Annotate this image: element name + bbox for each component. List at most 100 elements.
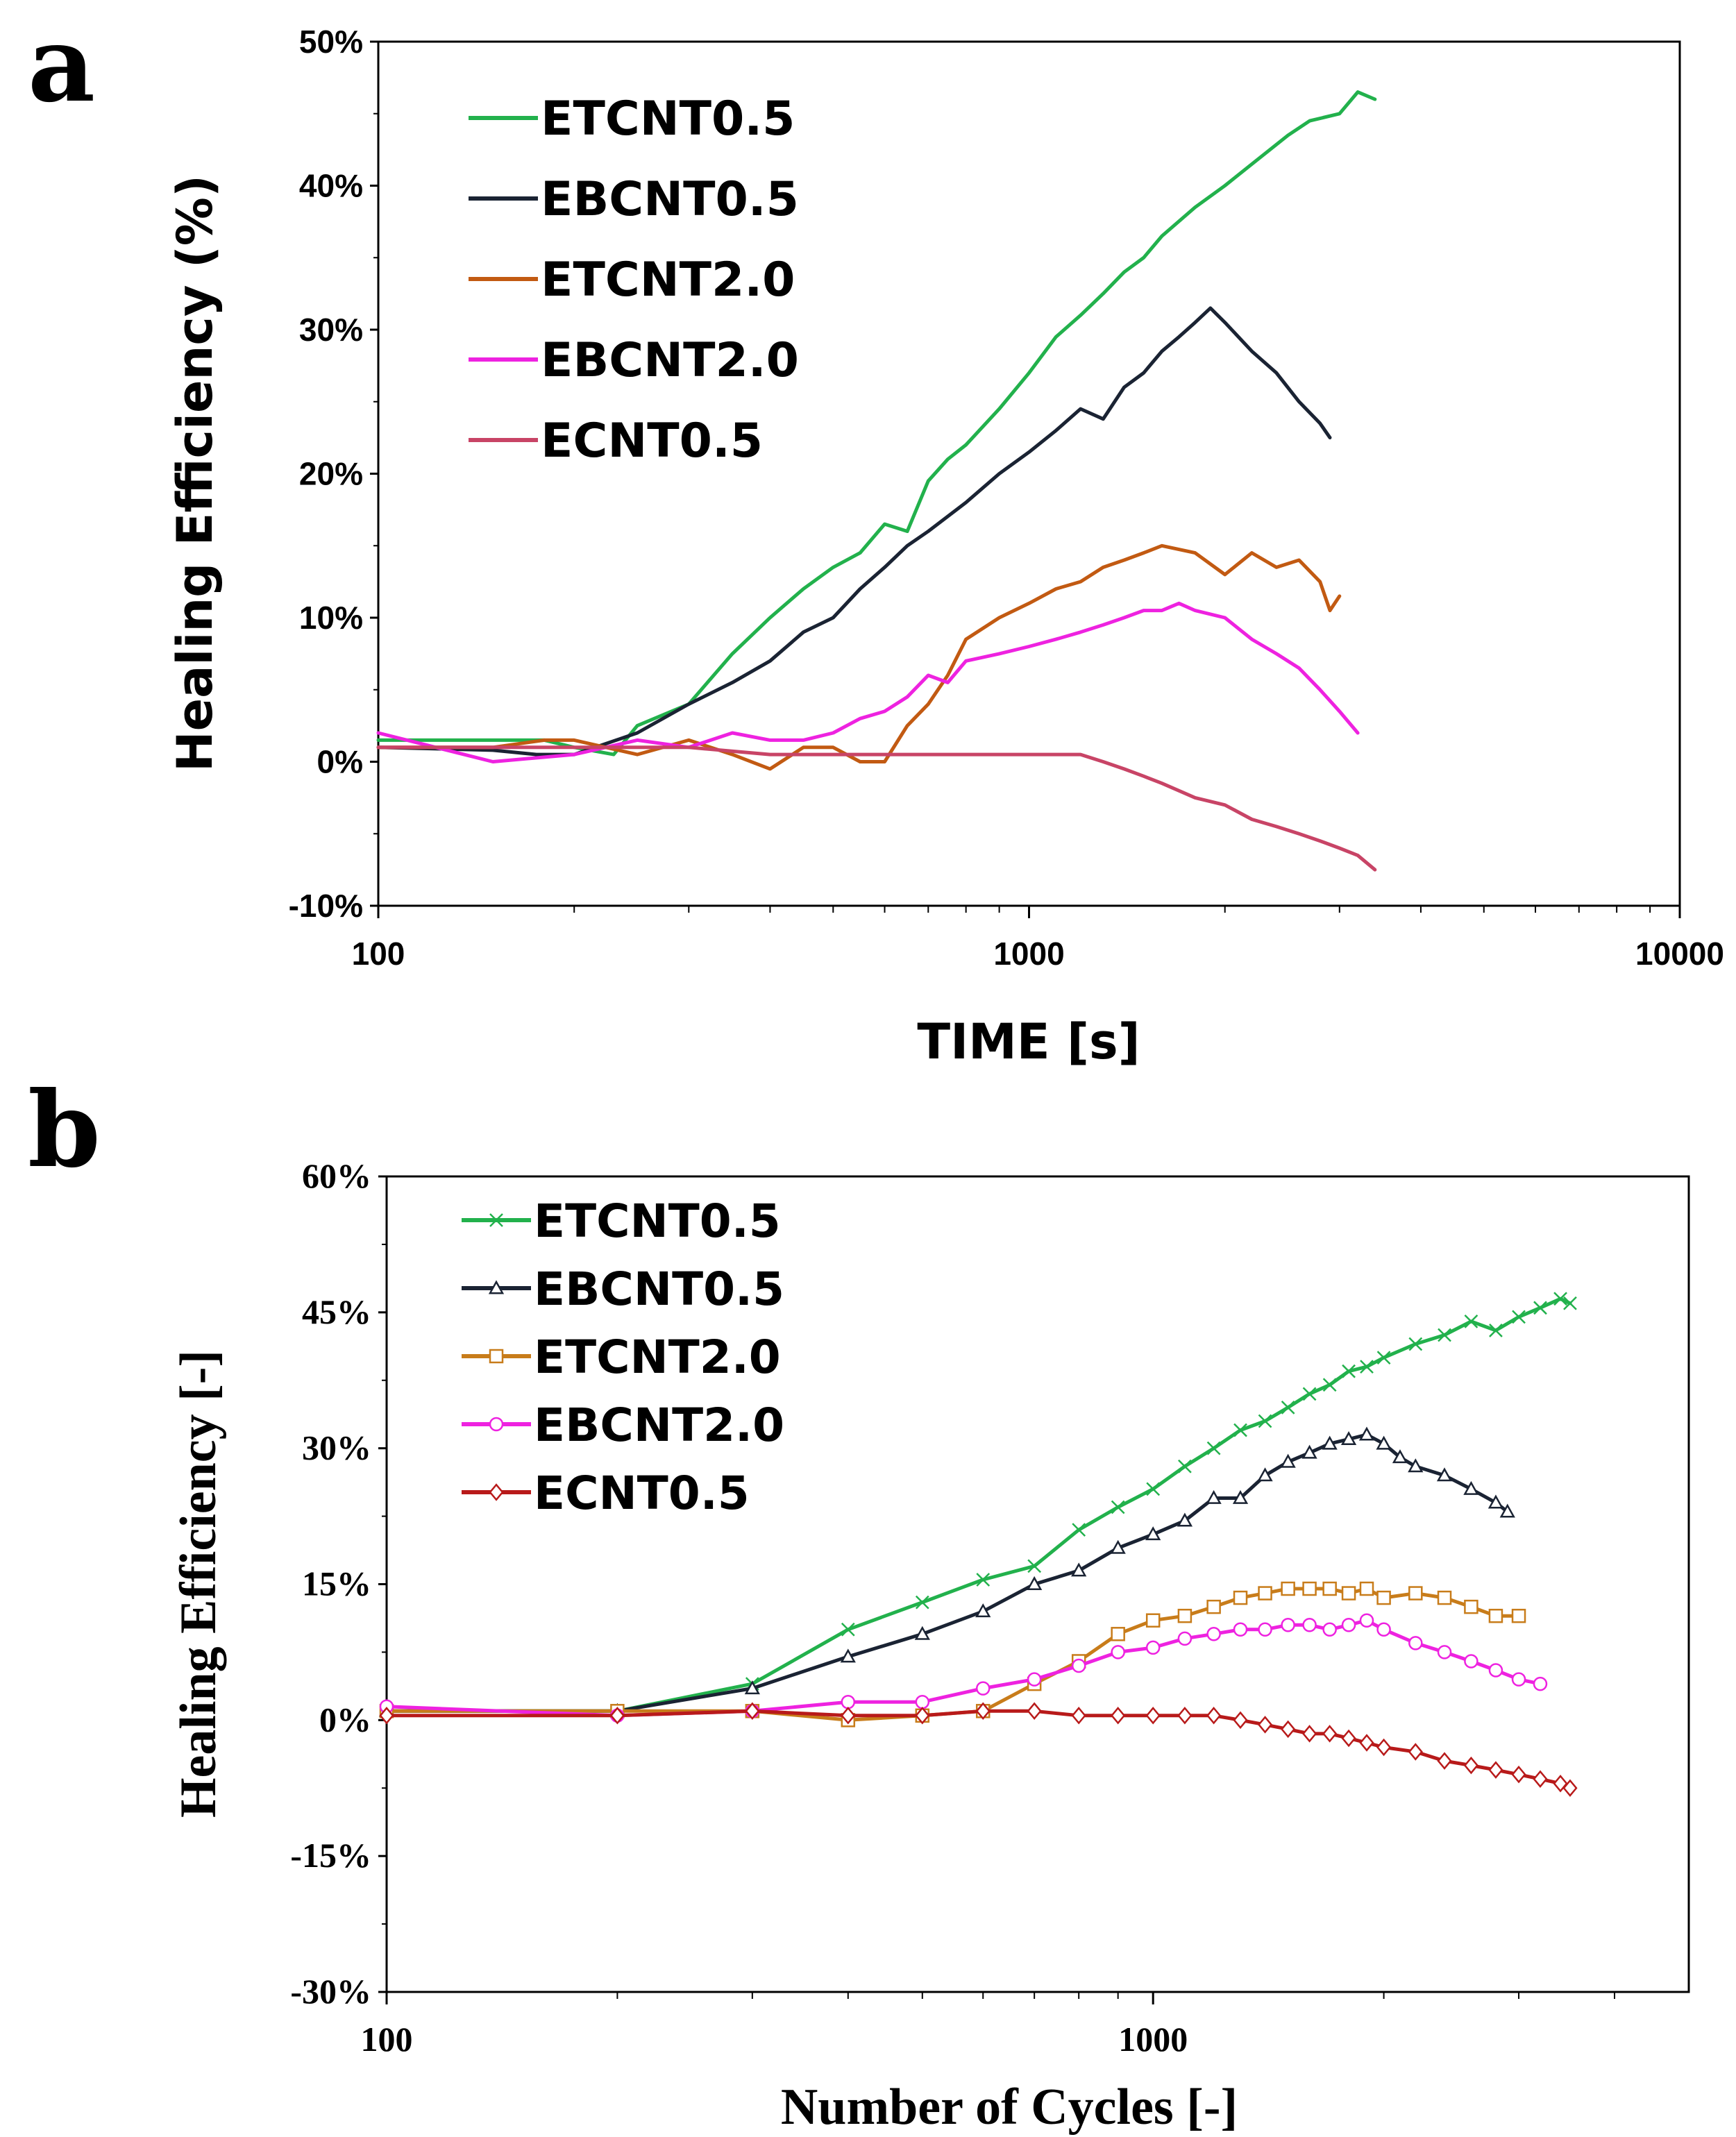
series-line-EBCNT0.5 [376, 306, 1332, 757]
data-point-ETCNT2.0 [1281, 1581, 1295, 1596]
data-point-ECNT0.5 [609, 1707, 625, 1725]
data-point-ETCNT0.5 [1563, 1296, 1577, 1310]
data-point-ETCNT2.0 [1437, 1590, 1452, 1605]
x-axis-title: Number of Cycles [-] [781, 2079, 1238, 2136]
data-point-ETCNT0.5 [1512, 1310, 1526, 1324]
panel-label-a: a [28, 3, 95, 126]
data-point-ECNT0.5 [1257, 1716, 1273, 1734]
y-tick-label: 10% [299, 600, 363, 636]
data-point-ECNT0.5 [1511, 1765, 1526, 1784]
data-point-ECNT0.5 [1553, 1774, 1568, 1793]
data-point-ETCNT0.5 [1376, 1351, 1391, 1365]
data-point-EBCNT2.0 [1258, 1622, 1272, 1637]
chart-b: -30% -15% 0% 15% 30% 45% 60% 100 1000 Number of C… [170, 1156, 1690, 2136]
data-point-ETCNT2.0 [1322, 1581, 1337, 1596]
data-point-ETCNT2.0 [1488, 1608, 1503, 1623]
data-point-EBCNT0.5 [1232, 1489, 1249, 1504]
y-tick-label: 0% [319, 1700, 371, 1739]
data-point-ETCNT0.5 [915, 1595, 929, 1610]
data-point-EBCNT0.5 [1110, 1539, 1126, 1554]
data-point-ETCNT0.5 [1302, 1387, 1317, 1401]
data-point-ECNT0.5 [1301, 1725, 1317, 1743]
data-point-EBCNT0.5 [1392, 1449, 1408, 1464]
data-point-EBCNT2.0 [1322, 1622, 1337, 1637]
data-point-ETCNT2.0 [1145, 1613, 1161, 1628]
series-line-ECNT0.5 [385, 1709, 1572, 1790]
y-tick-label: 30% [299, 312, 363, 348]
chart-a: -10% 0% 10% 20% 30% 40% 50% 100 1000 10000 TIME [s… [167, 24, 1724, 1070]
data-point-EBCNT0.5 [1463, 1480, 1479, 1495]
data-point-EBCNT2.0 [915, 1694, 930, 1709]
data-point-ECNT0.5 [1322, 1725, 1338, 1743]
series-line-EBCNT2.0 [385, 1619, 1542, 1718]
data-point-EBCNT0.5 [1257, 1467, 1273, 1482]
data-point-EBCNT2.0 [1281, 1618, 1295, 1632]
y-axis-title: Healing Efficiency (%) [167, 175, 224, 772]
data-point-ECNT0.5 [745, 1702, 760, 1721]
data-point-ETCNT0.5 [1146, 1482, 1161, 1496]
data-point-ETCNT0.5 [1233, 1423, 1247, 1437]
data-point-ETCNT0.5 [1178, 1459, 1192, 1473]
data-point-EBCNT2.0 [1145, 1640, 1161, 1655]
legend-label-ECNT0.5: ECNT0.5 [541, 414, 763, 468]
data-point-ECNT0.5 [1533, 1770, 1548, 1788]
series-line-ETCNT2.0 [385, 1587, 1521, 1722]
series-line-ETCNT0.5 [385, 1296, 1572, 1713]
data-point-EBCNT2.0 [1071, 1658, 1086, 1673]
x-tick-label: 100 [361, 2020, 413, 2059]
data-point-EBCNT0.5 [1145, 1526, 1161, 1541]
series-line-ECNT0.5 [376, 745, 1377, 872]
data-point-ETCNT2.0 [1258, 1586, 1272, 1600]
data-point-ETCNT0.5 [1322, 1378, 1337, 1392]
data-point-ECNT0.5 [915, 1707, 930, 1725]
y-tick-label: 40% [299, 168, 363, 204]
data-point-ETCNT0.5 [1489, 1324, 1503, 1337]
data-point-ETCNT2.0 [1408, 1586, 1423, 1600]
y-tick-label: 50% [299, 24, 363, 60]
legend-label-EBCNT2.0: EBCNT2.0 [541, 333, 799, 388]
legend-label-EBCNT0.5: EBCNT0.5 [534, 1262, 784, 1316]
data-point-EBCNT0.5 [1436, 1467, 1453, 1482]
data-point-ECNT0.5 [1206, 1707, 1222, 1725]
series-line-EBCNT2.0 [376, 601, 1360, 763]
y-tick-label: -30% [290, 1972, 371, 2011]
series-line-ETCNT2.0 [376, 543, 1342, 771]
plot-frame [377, 40, 1681, 907]
panel-label-b: b [28, 1069, 101, 1191]
legend-label-ETCNT2.0: ETCNT2.0 [541, 253, 795, 307]
data-point-EBCNT2.0 [1177, 1631, 1193, 1646]
data-point-ECNT0.5 [1281, 1720, 1296, 1739]
data-point-EBCNT2.0 [975, 1681, 991, 1696]
data-point-ECNT0.5 [841, 1707, 856, 1725]
x-tick-label: 1000 [993, 936, 1064, 972]
data-point-ETCNT2.0 [1376, 1590, 1391, 1605]
data-point-ECNT0.5 [1437, 1752, 1452, 1770]
data-point-ETCNT0.5 [1360, 1360, 1374, 1374]
data-point-ECNT0.5 [1111, 1707, 1126, 1725]
data-point-EBCNT2.0 [1233, 1622, 1248, 1637]
data-point-EBCNT2.0 [1206, 1627, 1221, 1641]
legend-marker-ETCNT0.5 [489, 1213, 503, 1227]
data-point-ECNT0.5 [1341, 1729, 1356, 1748]
data-point-EBCNT2.0 [1359, 1613, 1374, 1628]
data-point-EBCNT0.5 [1358, 1426, 1375, 1441]
legend-marker-EBCNT0.5 [488, 1280, 505, 1294]
data-point-EBCNT2.0 [1511, 1672, 1526, 1687]
data-point-EBCNT2.0 [1027, 1672, 1042, 1687]
data-point-ETCNT2.0 [1111, 1627, 1125, 1641]
data-point-ETCNT0.5 [1027, 1559, 1042, 1573]
data-point-ETCNT0.5 [1533, 1301, 1547, 1315]
data-point-ECNT0.5 [1177, 1707, 1193, 1725]
data-point-ECNT0.5 [1359, 1734, 1374, 1752]
data-point-ECNT0.5 [379, 1707, 394, 1725]
y-tick-label: 0% [317, 744, 363, 780]
data-point-EBCNT0.5 [1027, 1576, 1043, 1590]
legend-marker-ECNT0.5 [489, 1483, 504, 1501]
data-point-EBCNT0.5 [1301, 1444, 1317, 1459]
data-point-ETCNT2.0 [1359, 1581, 1374, 1596]
data-point-ECNT0.5 [1027, 1702, 1042, 1721]
y-tick-label: 15% [302, 1564, 371, 1603]
legend-label-EBCNT2.0: EBCNT2.0 [534, 1399, 784, 1452]
x-axis-title: TIME [s] [917, 1013, 1140, 1070]
